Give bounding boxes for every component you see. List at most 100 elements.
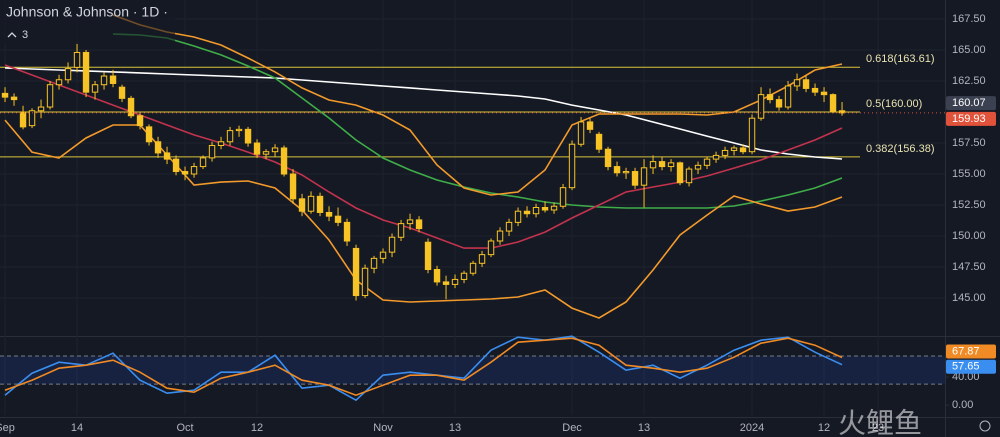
candle-body: [820, 91, 828, 96]
candle-body: [442, 281, 450, 285]
fib-label: 0.5(160.00): [866, 98, 922, 110]
indicator-line: [4, 337, 843, 397]
y-tick-label: 167.50: [952, 13, 986, 25]
candle-body: [289, 173, 297, 200]
candle-body: [325, 211, 333, 217]
candle-body: [721, 149, 729, 156]
x-tick-label: Sep: [0, 422, 15, 434]
candle-body: [388, 236, 396, 253]
x-tick-label: 12: [251, 422, 263, 434]
candle-body: [199, 157, 207, 168]
fib-label: 0.382(156.38): [866, 143, 935, 155]
collapse-icon[interactable]: [7, 32, 17, 38]
indicator-count: 3: [22, 29, 28, 41]
candle-body: [145, 126, 153, 143]
candle-body: [559, 187, 567, 207]
candle-body: [82, 51, 90, 93]
candle-body: [19, 111, 27, 128]
candle-body: [829, 94, 837, 112]
candle-body: [10, 96, 18, 101]
candle-body: [136, 115, 144, 127]
candle-body: [568, 143, 576, 189]
candle-body: [217, 141, 225, 146]
x-tick-label: Nov: [373, 422, 393, 434]
rsi-tag: [946, 344, 996, 359]
candle-body: [694, 164, 702, 170]
candle-body: [550, 205, 558, 211]
y-tick-label: 40.00: [952, 371, 980, 383]
candle-body: [685, 168, 693, 184]
candle-body: [28, 110, 36, 127]
candle-body: [424, 241, 432, 271]
indicator-line: [4, 335, 843, 402]
candle-body: [226, 130, 234, 143]
x-tick-label: 14: [71, 422, 83, 434]
y-tick-label: 150.00: [952, 230, 986, 242]
candle-body: [775, 99, 783, 108]
y-tick-label: 162.50: [952, 75, 986, 87]
candle-body: [55, 79, 63, 86]
candle-body: [37, 106, 45, 112]
candle-body: [370, 257, 378, 269]
chart-title: Johnson & Johnson · 1D ·: [6, 4, 168, 20]
candle-body: [316, 195, 324, 213]
candle-body: [676, 162, 684, 184]
x-tick-label: 2024: [740, 422, 764, 434]
y-tick-label: 165.00: [952, 44, 986, 56]
rsi-tag-label: 67.87: [952, 345, 980, 357]
candle-body: [244, 128, 252, 144]
indicator-line: [112, 14, 843, 196]
candle-body: [667, 162, 675, 168]
candle-body: [46, 84, 54, 108]
candle-body: [730, 147, 738, 151]
candle-body: [253, 142, 261, 155]
candle-body: [496, 230, 504, 242]
y-tick-label: 0.00: [952, 399, 973, 411]
candle-body: [433, 269, 441, 283]
y-tick-label: 152.50: [952, 199, 986, 211]
title-backdrop: [0, 0, 175, 44]
candle-body: [757, 94, 765, 119]
indicator-line: [4, 64, 843, 249]
indicator-line: [4, 67, 843, 160]
candle-body: [739, 147, 747, 153]
candle-body: [613, 166, 621, 174]
candle-body: [712, 154, 720, 160]
price-tag: [946, 96, 996, 111]
candle-body: [649, 161, 657, 169]
x-tick-label: 13: [449, 422, 461, 434]
candle-body: [271, 147, 279, 153]
candle-body: [172, 158, 180, 173]
price-tag: [946, 111, 996, 126]
candle-body: [514, 210, 522, 223]
candle-body: [604, 148, 612, 168]
x-tick-label: Dec: [562, 422, 582, 434]
candle-body: [577, 121, 585, 145]
candle-body: [541, 206, 549, 211]
candle-body: [64, 68, 72, 81]
candle-body: [298, 198, 306, 212]
candle-body: [478, 254, 486, 264]
candle-body: [532, 206, 540, 215]
candle-body: [802, 79, 810, 89]
candle-body: [658, 161, 666, 168]
indicator-line: [112, 33, 843, 209]
candle-body: [190, 166, 198, 175]
candle-body: [127, 97, 135, 117]
candle-body: [487, 240, 495, 256]
y-tick-label: 155.00: [952, 168, 986, 180]
candle-body: [793, 79, 801, 87]
candle-body: [631, 171, 639, 186]
settings-icon[interactable]: [979, 420, 991, 432]
candle-body: [640, 167, 648, 186]
candle-body: [622, 171, 630, 174]
candle-body: [784, 85, 792, 108]
candle-body: [838, 110, 846, 114]
indicator-line: [4, 119, 843, 319]
watermark: 火鲤鱼: [838, 407, 922, 437]
candle-body: [163, 152, 171, 160]
candle-body: [766, 94, 774, 101]
fib-label: 0.618(163.61): [866, 53, 935, 65]
